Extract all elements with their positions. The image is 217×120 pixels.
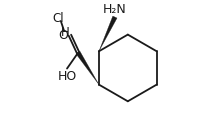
Text: Cl: Cl [52,12,64,25]
Polygon shape [76,51,99,85]
Text: O: O [59,29,69,42]
Text: H: H [61,26,69,39]
Text: H₂N: H₂N [103,3,127,16]
Polygon shape [99,16,117,51]
Text: HO: HO [57,70,77,83]
